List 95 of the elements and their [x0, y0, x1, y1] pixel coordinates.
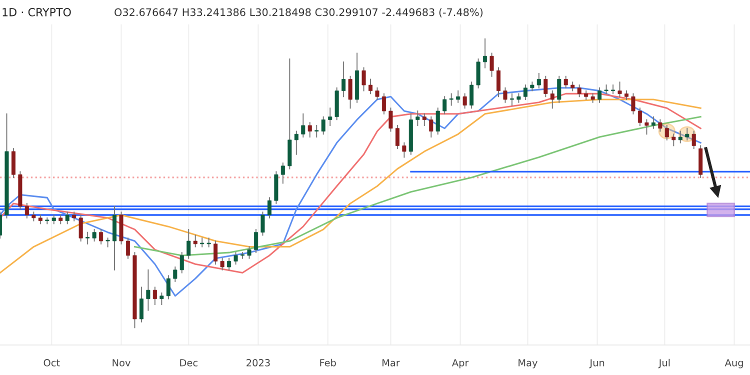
- x-tick-label: Apr: [452, 359, 469, 368]
- candlestick: [604, 84, 608, 94]
- candlestick: [240, 252, 245, 259]
- candlestick: [557, 76, 562, 103]
- candlestick: [166, 275, 170, 300]
- candlestick: [280, 162, 285, 184]
- candlestick: [328, 108, 332, 126]
- candlestick: [470, 82, 474, 109]
- candlestick: [314, 124, 319, 138]
- candlestick: [260, 212, 265, 236]
- candlestick: [152, 286, 157, 306]
- candlestick: [429, 116, 434, 138]
- candlestick: [321, 116, 326, 135]
- candlestick: [186, 228, 191, 259]
- candlestick: [375, 87, 380, 100]
- candlestick: [523, 84, 528, 100]
- candlestick: [490, 52, 494, 77]
- candlestick: [644, 119, 649, 135]
- x-tick-label: Oct: [44, 359, 60, 366]
- candlestick: [503, 87, 508, 103]
- candlestick: [362, 67, 366, 92]
- candlestick: [234, 252, 238, 265]
- text: O32.676647 H33.241386 L30.218498 C30.299107 -2.449683 (-7.48%): [114, 8, 483, 18]
- candlestick: [416, 110, 420, 126]
- candlestick: [692, 130, 696, 150]
- candlestick: [631, 93, 636, 114]
- x-tick-label: Mar: [382, 359, 400, 366]
- candlestick: [618, 82, 622, 98]
- candlestick: [173, 266, 178, 282]
- candlestick: [536, 72, 541, 88]
- candlestick: [267, 197, 272, 218]
- candlestick: [92, 228, 96, 242]
- candlestick: [564, 76, 568, 88]
- x-tick-label: Jul: [658, 358, 670, 368]
- x-tick-label: Feb: [320, 358, 336, 366]
- candlestick: [395, 124, 400, 150]
- candlestick: [301, 113, 306, 138]
- candlestick: [388, 108, 393, 132]
- candlestick: [402, 142, 406, 158]
- candlestick: [436, 108, 440, 135]
- candlestick: [483, 38, 488, 68]
- x-tick-label: Aug: [724, 359, 743, 368]
- chart-title: 1D · CRYPTO: [2, 8, 71, 16]
- candlestick: [496, 67, 501, 98]
- candlestick: [247, 246, 252, 259]
- x-tick-label: 2023: [246, 359, 270, 366]
- candlestick: [368, 78, 373, 94]
- candlestick: [160, 292, 164, 306]
- candlestick: [126, 238, 130, 259]
- candlestick: [638, 108, 642, 126]
- candlestick: [200, 238, 204, 248]
- candlestick: [476, 58, 480, 88]
- candlestick: [348, 76, 352, 109]
- x-tick-label: Dec: [180, 359, 198, 366]
- candlestick: [254, 228, 258, 254]
- candlestick: [294, 130, 298, 155]
- candlestick: [678, 130, 682, 144]
- candlestick: [382, 93, 386, 114]
- x-tick-label: Nov: [112, 359, 130, 366]
- candlestick: [106, 238, 110, 248]
- candlestick: [672, 134, 676, 146]
- candlestick: [442, 96, 447, 114]
- candlestick: [685, 128, 690, 140]
- candlestick: [214, 240, 218, 265]
- candlestick: [342, 61, 346, 98]
- candlestick: [99, 228, 104, 244]
- candlestick: [45, 217, 50, 224]
- candlestick: [658, 119, 662, 132]
- candlestick: [651, 116, 656, 129]
- candlestick: [308, 122, 312, 138]
- candlestick: [456, 90, 460, 103]
- candlestick: [449, 93, 454, 106]
- candlestick: [65, 212, 70, 224]
- candlestick: [664, 124, 669, 140]
- candlestick: [544, 76, 548, 98]
- candlestick: [78, 214, 83, 242]
- candlestick: [139, 286, 144, 322]
- candlestick: [206, 238, 211, 248]
- x-tick-label: Jun: [589, 359, 604, 368]
- candlestick: [598, 87, 602, 103]
- candlestick: [462, 93, 467, 109]
- candlestick: [180, 252, 184, 274]
- candlestick: [510, 93, 514, 106]
- candlestick: [146, 269, 150, 311]
- candlestick: [24, 202, 29, 218]
- candlestick: [193, 234, 198, 248]
- candlestick: [11, 148, 16, 178]
- candlestick: [577, 84, 582, 98]
- candlestick: [422, 113, 426, 126]
- candlestick: [220, 258, 224, 270]
- candlestick: [227, 258, 232, 270]
- candlestick: [86, 232, 90, 244]
- candlestick: [611, 84, 616, 94]
- candlestick: [550, 90, 554, 109]
- x-tick-label: May: [518, 359, 538, 368]
